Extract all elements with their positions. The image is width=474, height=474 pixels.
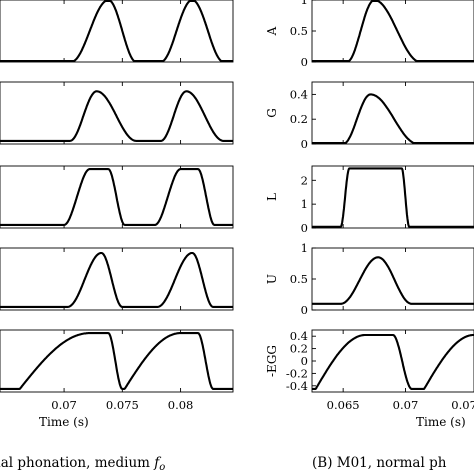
panel-neg-egg: [0, 329, 234, 393]
y-tick-label: 0.5: [290, 24, 308, 38]
y-tick-label: -0.4: [286, 379, 308, 393]
caption-a-text: nal phonation, medium: [0, 455, 154, 471]
y-axis-label: -EGG: [265, 345, 279, 377]
y-tick-label: 0: [301, 137, 308, 151]
y-tick-label: 2: [301, 173, 308, 187]
chart-b: 00.51A00.20.4G012L00.51U-0.4-0.200.20.4-…: [265, 0, 474, 429]
x-axis-label: Time (s): [39, 415, 89, 429]
panel-frame: [0, 165, 234, 229]
y-tick-label: 0.5: [290, 272, 308, 286]
panel-frame: [0, 247, 234, 311]
x-tick-label: 0.065: [327, 398, 360, 412]
x-tick-label: 0.08: [168, 398, 194, 412]
y-axis-label: G: [265, 108, 279, 118]
panel-l: [0, 165, 234, 229]
y-tick-label: 0: [301, 354, 308, 368]
y-tick-label: 1: [301, 197, 308, 211]
y-tick-label: 0: [301, 303, 308, 317]
panel-neg-egg: -0.4-0.200.20.4 -EGG: [265, 329, 474, 393]
panel-u: [0, 247, 234, 311]
panel-frame: [311, 247, 474, 311]
caption-b: (B) M01, normal ph: [312, 455, 447, 471]
y-axis-label: U: [265, 274, 279, 284]
y-tick-label: 0: [301, 55, 308, 69]
y-tick-label: 0.2: [290, 112, 308, 126]
x-tick-label: 0.07: [393, 398, 419, 412]
panel-frame: [311, 329, 474, 393]
y-axis-label: L: [265, 193, 279, 201]
caption-a-symbol: f: [153, 455, 161, 471]
series-line-a: [0, 0, 234, 63]
panel-frame: [0, 329, 234, 393]
panel-frame: [311, 0, 474, 63]
series-line-u: [0, 251, 234, 308]
panel-frame: [311, 165, 474, 229]
series-line-g: [0, 90, 234, 142]
y-tick-label: -0.2: [286, 366, 308, 380]
x-tick-label: 0.07: [51, 398, 77, 412]
y-tick-label: 0.4: [290, 329, 308, 343]
panel-g: [0, 81, 234, 145]
series-line-u: [311, 256, 474, 305]
series-line--egg: [0, 332, 234, 390]
caption-a-subscript: o: [159, 462, 165, 473]
y-tick-label: 0.2: [290, 342, 308, 356]
series-line-l: [311, 167, 474, 228]
x-axis-label: Time (s): [416, 415, 466, 429]
panel-frame: [0, 81, 234, 145]
panel-a: 0 0.5 1 A: [265, 0, 474, 69]
panel-frame: [311, 81, 474, 145]
y-tick-label: 1: [301, 241, 308, 255]
series-line-a: [311, 0, 474, 63]
panel-frame: [0, 0, 234, 63]
chart-a: 0.07 0.075 0.08 Time (s): [0, 0, 234, 429]
y-tick-label: 0: [301, 221, 308, 235]
x-tick-label: 0.075: [451, 398, 474, 412]
series-line-l: [0, 168, 234, 226]
y-tick-label: 1: [301, 0, 308, 7]
series-line--egg: [311, 333, 474, 390]
panel-a: [0, 0, 234, 63]
x-tick-label: 0.075: [106, 398, 139, 412]
caption-a: nal phonation, medium fo: [0, 455, 165, 473]
panel-l: 0 1 2 L: [265, 165, 474, 235]
y-axis-label: A: [265, 26, 279, 36]
panel-u: 0 0.5 1 U: [265, 241, 474, 317]
y-tick-label: 0.4: [290, 87, 308, 101]
panel-g: 0 0.2 0.4 G: [265, 81, 474, 151]
series-line-g: [311, 93, 474, 145]
